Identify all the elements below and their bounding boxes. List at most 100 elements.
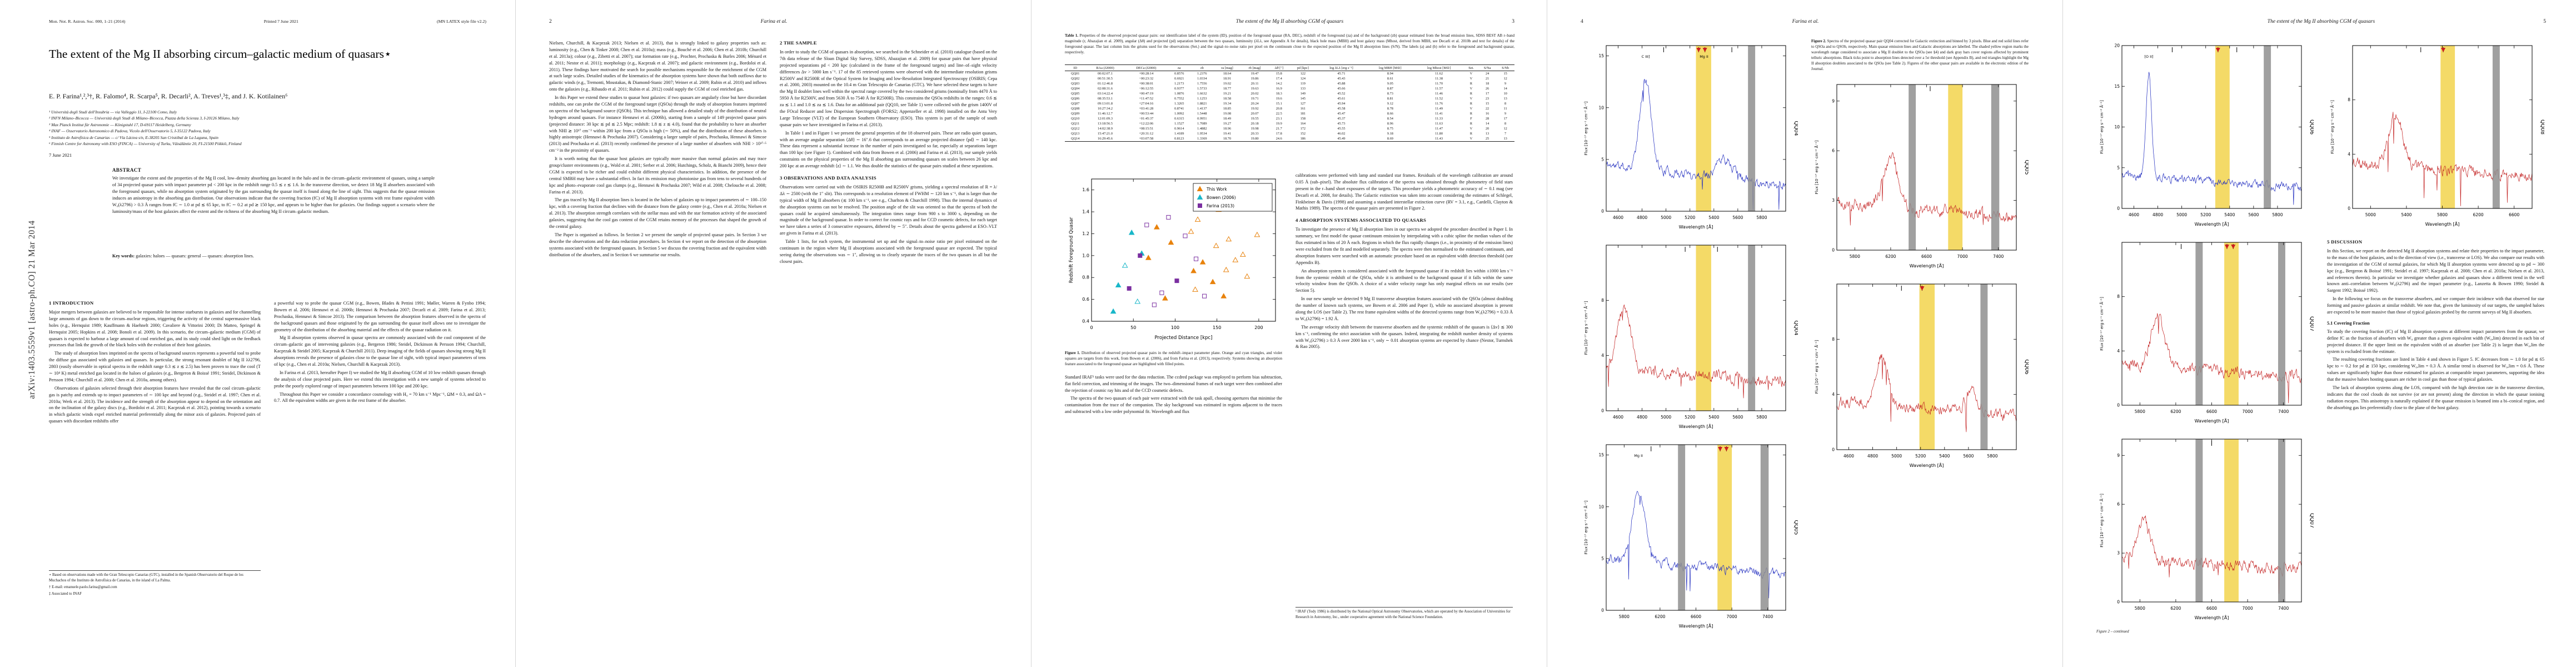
mgii-doublet-marker (2441, 48, 2446, 52)
table-cell: 9.12 (1387, 102, 1393, 106)
page5-column-1: 4600 4800 5000 5200 5400 5600 5800 0 5 10 15 20 [O I… (2096, 39, 2315, 634)
data-point (1174, 278, 1179, 283)
paragraph: It is worth noting that the quasar host … (549, 156, 766, 195)
page3-column-2: calibrations were performed with lamp an… (1296, 172, 1513, 417)
svg-text:6600: 6600 (2206, 409, 2217, 414)
table-cell: 19.92 (1250, 107, 1259, 111)
data-point (1183, 233, 1188, 238)
mgii-doublet-marker (1724, 447, 1729, 451)
spectrum-line (2121, 72, 2302, 205)
svg-text:6600: 6600 (2509, 212, 2519, 217)
table-cell: 19.9 (1275, 122, 1282, 126)
table-cell: 10:27:34.2 (1097, 107, 1113, 111)
spectrum-line (1606, 79, 1786, 210)
table-cell: 15 (1503, 72, 1507, 76)
table-cell: 164 (1300, 122, 1306, 126)
table-cell: 15:47:21.0 (1097, 132, 1113, 136)
paragraph: ⁴ INAF — Osservatorio Astronomico di Pad… (49, 128, 211, 134)
data-point (1128, 229, 1135, 235)
association-window-band (1696, 46, 1711, 211)
affiliations: ¹ Università degli Studi dell'Insubria —… (49, 109, 449, 147)
table-row: QQ03 01:12:46.8 +00:38:01 1.2173 1.7556 19.02… (1065, 81, 1514, 86)
abstract-text: We investigate the extent and the proper… (112, 176, 435, 214)
svg-text:4800: 4800 (1637, 215, 1647, 220)
pair-id-label: QQ07 (2309, 316, 2314, 331)
table-cell: 9.18 (1387, 132, 1393, 136)
table-row: QQ06 08:35:53.1 +11:47:52 0.7552 1.1253 18.58… (1065, 96, 1514, 101)
figure1: 0 50 100 150 200 0.4 0.6 0.8 1.0 1.2 1.4 1.6 Project… (1065, 172, 1282, 349)
table-cell: 19.34 (1223, 102, 1232, 106)
table-cell: 1.1527 (1174, 122, 1184, 126)
table-cell: 19.71 (1250, 97, 1259, 101)
telluric-band (1991, 84, 2000, 250)
table-cell: 11.76 (1435, 102, 1443, 106)
table-cell: 19.6 (1275, 97, 1282, 101)
spectrum-svg: 4600 4800 5000 5200 5400 5600 5800 0 5 10 15 C III]… (1583, 45, 1799, 230)
table-cell: 1.6632 (1197, 92, 1207, 96)
table-cell: 45.49 (1316, 136, 1367, 142)
page-4: 4 Farina et al. 4600 4800 5000 5200 5400 5600… (1547, 0, 2062, 667)
table-cell: 18.64 (1223, 72, 1232, 76)
spectrum-svg: 5800 6200 6600 7000 7400 0 5 10 15 Mg II Wavelengt… (1583, 444, 1799, 629)
svg-text:5400: 5400 (2401, 212, 2411, 217)
figure2-caption-text: Spectra of the projected quasar pair QQ0… (1811, 39, 2029, 71)
table-cell: 11.49 (1435, 107, 1443, 111)
data-point (1110, 308, 1117, 314)
running-head: The extent of the Mg II absorbing CGM of… (1235, 19, 1344, 24)
table-cell: QQ08 (1071, 107, 1080, 111)
table-cell: 00:51:30.5 (1097, 77, 1113, 81)
table-cell: 45.47 (1337, 112, 1346, 116)
table-cell: 15.8 (1275, 72, 1282, 76)
table-cell: 0.8741 (1174, 107, 1184, 111)
data-point (1152, 302, 1157, 307)
paragraph: ‡ Associated to INAF (49, 591, 82, 596)
arxiv-watermark: arXiv:1403.5559v1 [astro-ph.CO] 21 Mar 2… (27, 220, 37, 399)
data-point (1122, 262, 1128, 268)
data-point (1166, 215, 1171, 220)
svg-text:Flux [10⁻¹⁷ erg s⁻¹ cm⁻² Å⁻¹]: Flux [10⁻¹⁷ erg s⁻¹ cm⁻² Å⁻¹] (1583, 500, 1588, 554)
paper-title: The extent of the Mg II absorbing circum… (49, 47, 392, 61)
figure2-panel: 4600 4800 5000 5200 5400 5600 5800 0 5 10 15 20 [O I… (2096, 39, 2315, 233)
table-header-cell: Δθ [″] (1268, 64, 1290, 71)
table-cell: 8.66 (1387, 112, 1393, 116)
observations-text: Observations were carried out with the O… (780, 184, 997, 265)
table-cell: QQ05 (1071, 92, 1080, 96)
table-cell: 20 (1486, 127, 1489, 131)
svg-text:6200: 6200 (1655, 614, 1665, 619)
section-heading-observations: 3 OBSERVATIONS AND DATA ANALYSIS (780, 175, 876, 181)
pair-id-label: QQ07 (2309, 513, 2314, 528)
running-head: Farina et al. (760, 19, 788, 24)
table-cell: 12 (1503, 127, 1507, 131)
table-cell: +20:31:12 (1139, 132, 1154, 136)
table-cell: 16 (1486, 112, 1489, 116)
svg-text:4: 4 (2348, 152, 2350, 157)
pair-id-label: QQ06 (2024, 359, 2029, 374)
svg-text:6: 6 (2117, 502, 2120, 507)
table-cell: 152 (1300, 132, 1306, 136)
footnote-text: ¹ IRAF (Tody 1986) is distributed by the… (1296, 610, 1511, 619)
page2-columns: Nielsen, Churchill, & Kacprzak 2013; Nie… (549, 40, 999, 267)
table-cell: 1.2173 (1174, 82, 1184, 86)
svg-text:5600: 5600 (2248, 212, 2259, 217)
keywords-line: Key words: galaxies: haloes — quasars: g… (112, 253, 435, 260)
table-cell: R (1469, 132, 1473, 136)
abstract-heading: ABSTRACT (112, 167, 142, 173)
data-point (1202, 293, 1207, 298)
table-cell: R (1469, 92, 1473, 96)
table-cell: 20.24 (1250, 102, 1259, 106)
table-cell: 17 (1503, 117, 1507, 121)
table-cell: 161 (1300, 107, 1306, 111)
svg-text:0: 0 (2117, 403, 2120, 408)
page1-columns: 1 INTRODUCTION Major mergers between gal… (49, 300, 486, 426)
table-cell: 21 (1486, 77, 1489, 81)
svg-text:Wavelength [Å]: Wavelength [Å] (2195, 417, 2229, 424)
table-cell: V (1469, 72, 1473, 76)
svg-text:4600: 4600 (1613, 415, 1623, 420)
table-row: QQ04 02:08:31.6 −06:12:55 0.9377 1.5733 18.77… (1065, 86, 1514, 91)
paragraph: To investigate the presence of Mg II abs… (1296, 227, 1513, 265)
svg-text:5: 5 (2117, 165, 2120, 170)
figure1-svg: 0 50 100 150 200 0.4 0.6 0.8 1.0 1.2 1.4 1.6 Project… (1069, 178, 1276, 341)
table-cell: 8.75 (1387, 127, 1393, 131)
table-cell: 00:02:07.1 (1097, 72, 1113, 76)
paragraph: The Paper is organised as follows. In Se… (549, 232, 766, 257)
